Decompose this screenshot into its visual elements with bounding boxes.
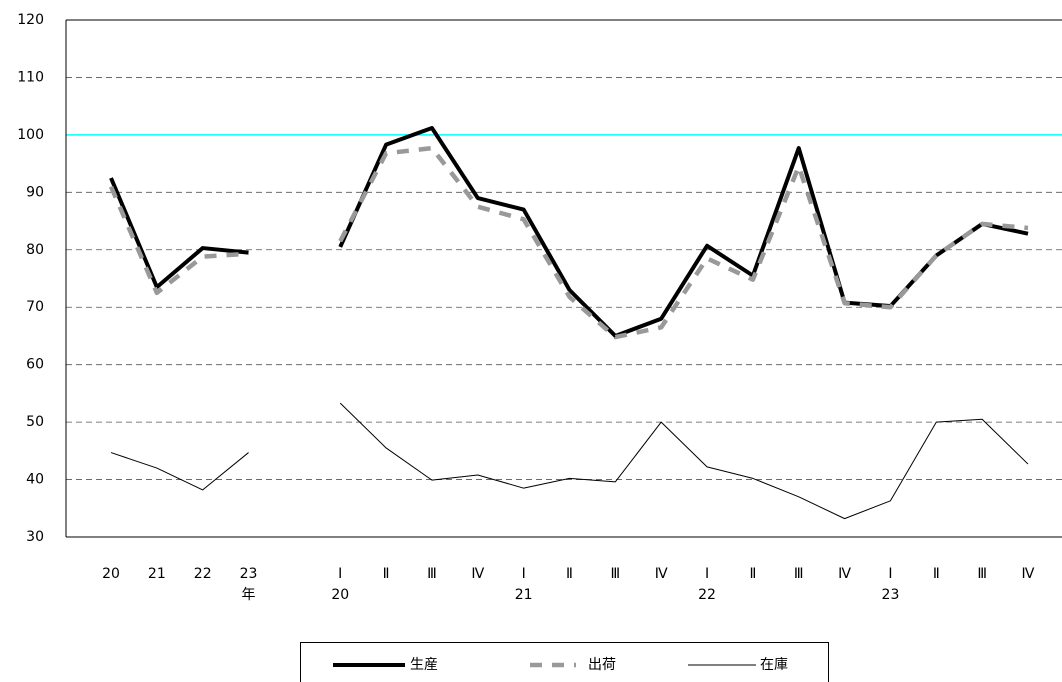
- y-tick-label: 60: [26, 357, 44, 373]
- x-group-label: 年: [242, 587, 256, 603]
- y-tick-label: 50: [26, 414, 44, 430]
- x-tick-label: Ⅱ: [749, 566, 756, 582]
- x-tick-label: 20: [102, 566, 120, 582]
- y-tick-label: 70: [26, 299, 44, 315]
- y-tick-label: 100: [17, 127, 44, 143]
- x-tick-label: Ⅰ: [705, 566, 709, 582]
- x-tick-label: Ⅱ: [383, 566, 390, 582]
- x-tick-label: Ⅳ: [471, 566, 484, 582]
- x-group-label: 20: [331, 587, 349, 603]
- x-tick-label: Ⅳ: [655, 566, 668, 582]
- series-line: [108, 145, 1029, 340]
- x-tick-label: Ⅲ: [427, 566, 437, 582]
- x-tick-label: 21: [148, 566, 166, 582]
- x-group-label: 22: [698, 587, 716, 603]
- y-tick-label: 80: [26, 242, 44, 258]
- x-group-label: 21: [515, 587, 533, 603]
- x-tick-label: Ⅲ: [611, 566, 621, 582]
- y-tick-label: 120: [17, 12, 44, 28]
- x-tick-label: Ⅲ: [794, 566, 804, 582]
- legend-label: 生産: [410, 657, 438, 673]
- y-tick-label: 30: [26, 529, 44, 545]
- x-tick-label: Ⅰ: [522, 566, 526, 582]
- x-tick-label: 22: [194, 566, 212, 582]
- y-tick-label: 110: [17, 69, 44, 85]
- legend-box: [300, 642, 829, 682]
- x-tick-label: 23: [240, 566, 258, 582]
- x-tick-label: Ⅱ: [933, 566, 940, 582]
- series-line: [110, 402, 1029, 520]
- legend-label: 出荷: [588, 657, 616, 673]
- x-tick-label: Ⅳ: [838, 566, 851, 582]
- x-tick-label: Ⅰ: [338, 566, 342, 582]
- x-tick-label: Ⅳ: [1022, 566, 1035, 582]
- x-tick-label: Ⅰ: [888, 566, 892, 582]
- x-group-label: 23: [882, 587, 900, 603]
- y-tick-label: 90: [26, 184, 44, 200]
- legend-label: 在庫: [760, 656, 788, 673]
- y-tick-label: 40: [26, 472, 44, 488]
- series-line: [109, 125, 1029, 338]
- x-tick-label: Ⅱ: [566, 566, 573, 582]
- x-tick-label: Ⅲ: [977, 566, 987, 582]
